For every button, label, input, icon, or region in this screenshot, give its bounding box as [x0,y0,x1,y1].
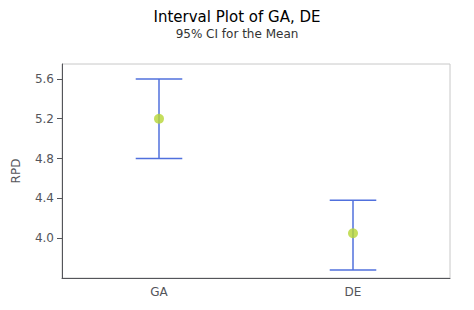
svg-text:95% CI for the Mean: 95% CI for the Mean [176,27,299,41]
svg-text:GA: GA [150,285,168,299]
svg-text:4.4: 4.4 [35,191,54,205]
svg-text:5.6: 5.6 [35,72,54,86]
svg-text:4.8: 4.8 [35,152,54,166]
svg-text:RPD: RPD [9,159,23,184]
svg-text:Interval Plot of GA, DE: Interval Plot of GA, DE [154,8,321,26]
svg-text:DE: DE [345,285,362,299]
svg-text:4.0: 4.0 [35,231,54,245]
svg-text:5.2: 5.2 [35,112,54,126]
